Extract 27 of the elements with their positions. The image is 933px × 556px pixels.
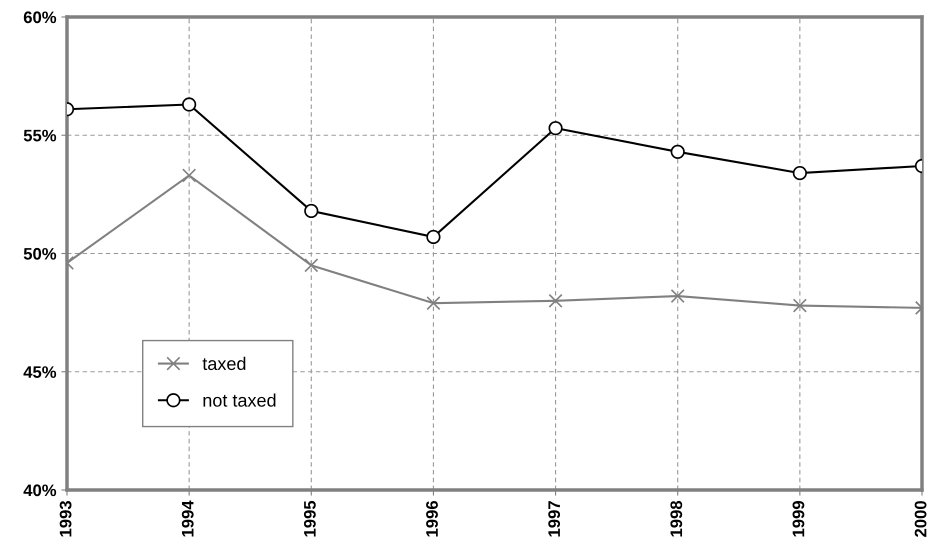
point [548, 294, 563, 308]
x-tick-label: 1995 [304, 500, 316, 536]
x-tick-label: 1997 [548, 501, 560, 536]
point [304, 258, 318, 272]
x-tick-label: 1996 [426, 501, 438, 536]
point [182, 168, 196, 183]
y-tick-label: 40% [23, 484, 56, 496]
y-tick-label: 50% [24, 248, 56, 260]
point [670, 144, 685, 159]
x-tick-label: 1994 [182, 500, 194, 536]
y-tick-label: 45% [23, 366, 56, 378]
legend-label: taxed [202, 356, 246, 370]
legend-label: not taxed [204, 393, 276, 407]
y-tick-label: 55% [24, 130, 56, 142]
x-tick-label: 2000 [914, 501, 926, 537]
point [182, 97, 196, 112]
x-tick-label: 1993 [60, 501, 72, 536]
x-tick-label: 1999 [792, 501, 804, 536]
point [426, 230, 441, 244]
point [792, 166, 807, 180]
point [670, 288, 685, 304]
y-tick-label: 60% [24, 11, 56, 24]
point [792, 298, 807, 313]
x-tick-label: 1998 [670, 500, 682, 536]
point [548, 121, 563, 136]
point [304, 204, 318, 218]
point [426, 296, 441, 310]
